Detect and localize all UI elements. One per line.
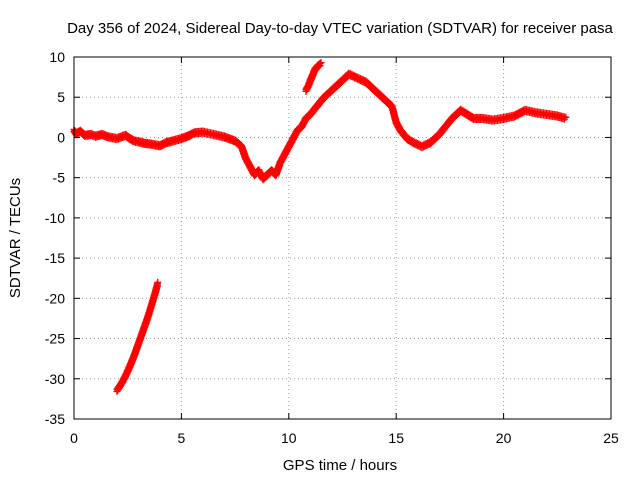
chart-title: Day 356 of 2024, Sidereal Day-to-day VTE…	[67, 20, 613, 37]
y-tick-label: -20	[45, 290, 65, 306]
series-segment	[70, 69, 570, 184]
data-point	[317, 59, 325, 67]
y-tick-label: 10	[49, 49, 65, 65]
y-axis-label: SDTVAR / TECUs	[7, 178, 24, 298]
y-tick-label: -25	[45, 331, 65, 347]
axis-ticks: 0 5 10 15 20 25 -35 -30 -25 -20 -15 -10 -5 0 5 10	[45, 49, 619, 446]
data-points	[70, 59, 570, 395]
y-tick-label: -35	[45, 411, 65, 427]
y-tick-label: -5	[53, 170, 66, 186]
y-tick-label: -10	[45, 210, 65, 226]
data-point	[316, 62, 324, 70]
series-segment	[302, 59, 325, 95]
x-axis-label: GPS time / hours	[283, 457, 397, 474]
x-tick-label: 25	[603, 430, 619, 446]
x-tick-label: 5	[178, 430, 186, 446]
x-tick-label: 0	[70, 430, 78, 446]
y-tick-label: -30	[45, 371, 65, 387]
data-point	[315, 62, 323, 70]
x-tick-label: 20	[496, 430, 512, 446]
x-tick-label: 15	[388, 430, 404, 446]
x-tick-label: 10	[281, 430, 297, 446]
data-point	[562, 113, 570, 121]
plot-frame	[73, 56, 612, 420]
data-point	[154, 278, 162, 286]
series-segment	[113, 278, 162, 395]
y-tick-label: 5	[57, 89, 65, 105]
y-tick-label: 0	[57, 129, 65, 145]
y-tick-label: -15	[45, 250, 65, 266]
